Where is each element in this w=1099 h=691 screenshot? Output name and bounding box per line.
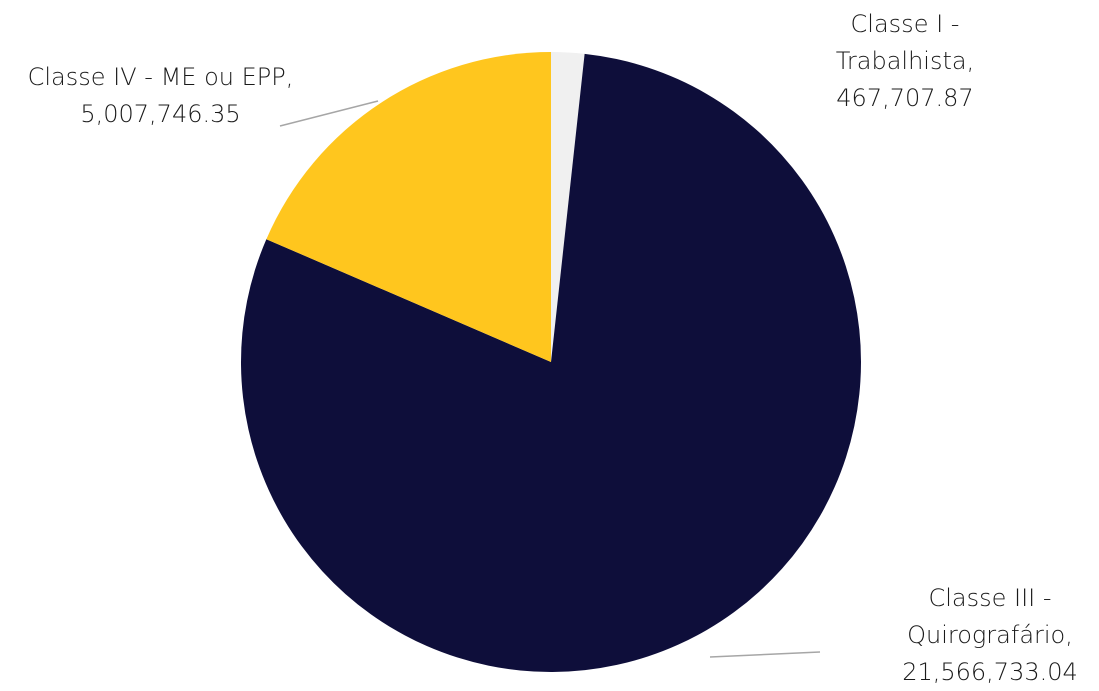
- leader-line: [279, 100, 379, 127]
- pie-slice: [551, 52, 585, 362]
- label-category: Classe I - Trabalhista: [836, 10, 974, 75]
- label-value: 21,566,733.04: [902, 658, 1078, 686]
- data-label: Classe III - Quirografário 21,566,733.04: [885, 580, 1095, 691]
- leader-line: [709, 651, 821, 658]
- data-label: Classe IV - ME ou EPP 5,007,746.35: [8, 59, 313, 133]
- pie-slice: [266, 52, 551, 362]
- data-label: Classe I - Trabalhista 467,707.87: [805, 6, 1005, 117]
- pie-slice: [240, 53, 862, 672]
- label-value: 467,707.87: [836, 84, 974, 112]
- label-category: Classe IV - ME ou EPP: [28, 63, 294, 91]
- label-category: Classe III - Quirografário: [907, 584, 1073, 649]
- label-value: 5,007,746.35: [80, 100, 241, 128]
